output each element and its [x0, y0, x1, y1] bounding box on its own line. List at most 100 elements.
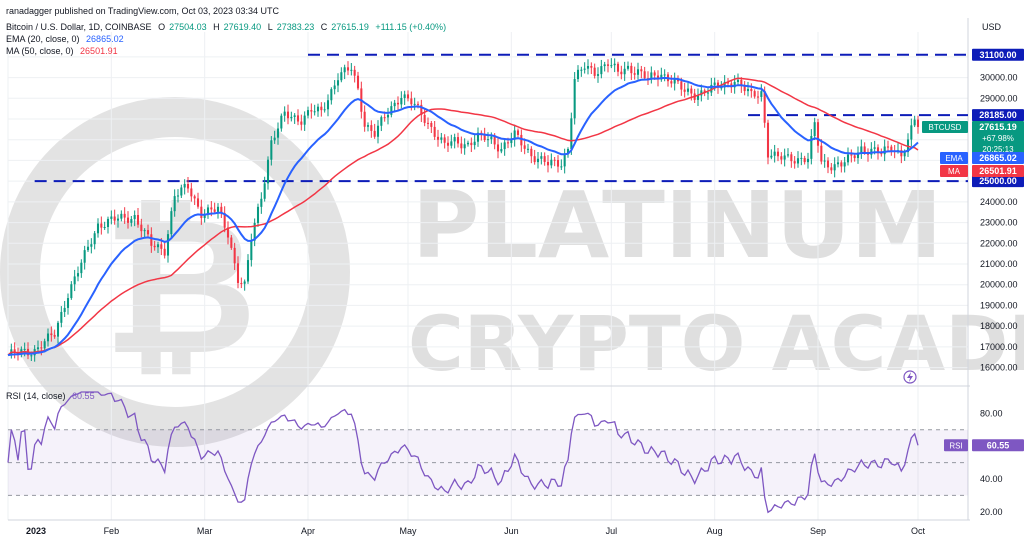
candle — [773, 144, 776, 163]
candle — [576, 65, 580, 83]
candle — [606, 59, 610, 73]
candle — [246, 254, 250, 284]
ma-legend-value: 26501.91 — [80, 46, 118, 56]
candle — [83, 245, 86, 270]
candle — [743, 81, 746, 96]
ma-50-line — [7, 77, 919, 356]
time-tick-label: Apr — [301, 526, 315, 536]
level-price-tag: 28185.00 — [972, 109, 1024, 122]
time-tick-label: Sep — [810, 526, 826, 536]
candle — [223, 206, 226, 233]
candle — [640, 65, 643, 79]
candle — [780, 152, 783, 165]
candle — [326, 94, 330, 117]
candle — [270, 136, 273, 166]
candle — [323, 102, 326, 113]
candle — [76, 266, 80, 282]
candle — [150, 227, 153, 253]
currency-label[interactable]: USD — [982, 22, 1002, 32]
alert-icon[interactable] — [903, 370, 917, 384]
ema-legend-value: 26865.02 — [86, 34, 124, 44]
watermark-line1: PLATINUM — [412, 172, 942, 279]
price-tick-label: 18000.00 — [980, 321, 1018, 331]
candle — [630, 62, 633, 80]
svg-text:60.55: 60.55 — [987, 440, 1010, 450]
change-value: +111.15 (+0.40%) — [375, 22, 447, 32]
ma-legend[interactable]: MA (50, close, 0) 26501.91 — [6, 46, 122, 56]
candle — [113, 209, 116, 225]
candle — [756, 90, 760, 104]
candle — [313, 104, 316, 116]
candle — [746, 81, 750, 97]
candle — [563, 148, 566, 174]
svg-text:RSI: RSI — [949, 441, 962, 450]
low-label: L — [267, 22, 273, 32]
candle — [866, 148, 870, 162]
candle — [813, 117, 816, 141]
candle — [213, 202, 216, 214]
rsi-line — [7, 391, 919, 514]
candle — [580, 66, 583, 77]
candle — [850, 149, 853, 163]
candle — [530, 146, 533, 164]
ema-legend[interactable]: EMA (20, close, 0) 26865.02 — [6, 34, 128, 44]
candle — [140, 218, 143, 238]
candle — [236, 256, 240, 289]
publish-line: ranadagger published on TradingView.com,… — [6, 6, 280, 16]
candle — [53, 329, 56, 339]
candle — [143, 228, 146, 238]
rsi-panel — [7, 391, 968, 514]
candle — [603, 61, 606, 72]
candle — [363, 105, 366, 132]
candle — [766, 119, 770, 165]
candle — [860, 139, 863, 159]
candle — [253, 218, 256, 247]
candle — [686, 82, 690, 96]
candle — [136, 208, 140, 228]
watermark: ₿ PLATINUM CRYPTO ACADEMY — [0, 97, 1024, 447]
candle — [306, 106, 310, 119]
candle — [910, 118, 913, 147]
candle — [590, 62, 593, 75]
btcusd-countdown: 20:25:13 — [982, 145, 1014, 154]
time-tick-label: 2023 — [26, 526, 46, 536]
candle — [373, 123, 376, 139]
price-tick-label: 22000.00 — [980, 238, 1018, 248]
candle — [66, 293, 70, 315]
candle — [666, 72, 670, 87]
rsi-legend-value: 60.55 — [72, 391, 95, 401]
rsi-price-tag: RSI 60.55 — [944, 439, 1024, 452]
candle — [10, 343, 13, 359]
candle — [156, 241, 160, 254]
candle — [623, 61, 626, 81]
candle — [336, 73, 340, 93]
candle — [243, 279, 246, 291]
candle — [180, 184, 183, 199]
candle — [800, 152, 803, 166]
candle — [190, 182, 193, 202]
candle — [293, 113, 296, 124]
candle — [333, 80, 336, 95]
candle — [733, 75, 736, 94]
svg-text:31100.00: 31100.00 — [979, 50, 1016, 60]
candle — [673, 72, 676, 91]
candle — [110, 210, 113, 225]
candle — [620, 65, 623, 80]
candle — [816, 118, 820, 153]
candle — [196, 192, 200, 209]
candle — [453, 133, 456, 149]
candle — [433, 121, 436, 140]
candle — [46, 328, 50, 347]
candle — [793, 156, 796, 169]
svg-text:25000.00: 25000.00 — [979, 176, 1017, 186]
close-label: C — [320, 22, 328, 32]
open-label: O — [158, 22, 166, 32]
candle — [303, 111, 306, 131]
ema-legend-label: EMA (20, close, 0) — [6, 34, 80, 44]
candle — [240, 277, 243, 289]
candle — [286, 104, 290, 125]
candle — [556, 155, 560, 173]
rsi-legend[interactable]: RSI (14, close) 60.55 — [6, 391, 99, 401]
candle — [296, 109, 300, 126]
